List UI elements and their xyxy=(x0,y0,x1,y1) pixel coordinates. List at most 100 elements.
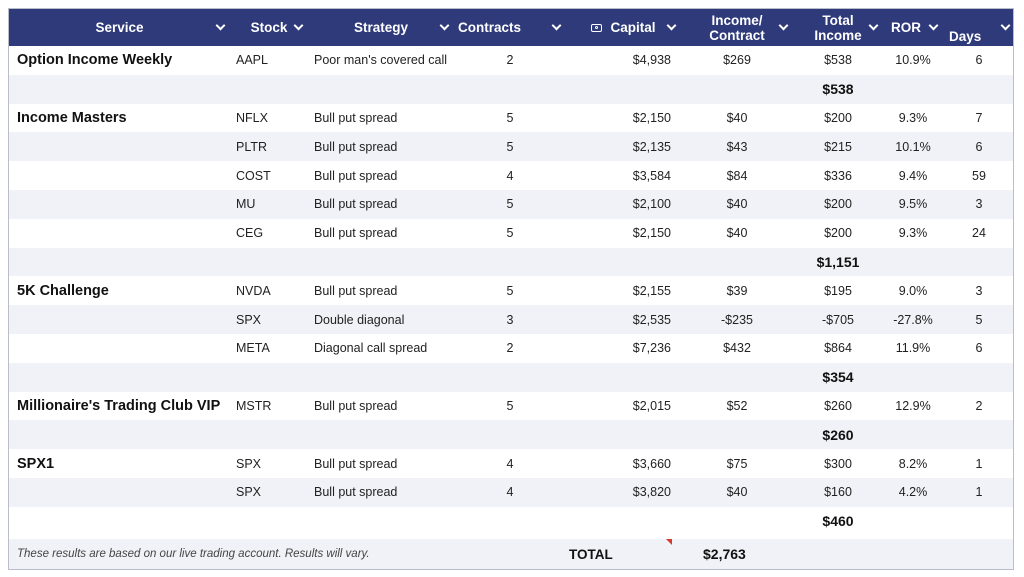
capital-cell: $2,535 xyxy=(632,312,671,327)
header-income-contract[interactable]: Income/Contract xyxy=(681,9,793,46)
income-contract-cell: $432 xyxy=(723,341,751,356)
strategy-cell: Diagonal call spread xyxy=(314,341,428,356)
total-income-cell: $200 xyxy=(824,197,852,212)
days-cell: 1 xyxy=(975,456,983,471)
header-capital[interactable]: Capital xyxy=(566,9,681,46)
contracts-cell: 5 xyxy=(506,139,514,154)
table-row: 5K Challenge NVDA Bull put spread 5 $2,1… xyxy=(9,276,1013,306)
header-capital-label: Capital xyxy=(610,20,656,35)
ror-cell: 9.3% xyxy=(898,110,928,125)
total-income-cell: $215 xyxy=(824,139,852,154)
table-footer: These results are based on our live trad… xyxy=(9,539,1013,569)
ror-cell: -27.8% xyxy=(893,312,933,327)
table-row: COST Bull put spread 4 $3,584 $84 $336 9… xyxy=(9,161,1013,190)
contracts-cell: 4 xyxy=(506,168,514,183)
days-cell: 2 xyxy=(975,398,983,413)
days-cell: 6 xyxy=(975,139,983,154)
contracts-cell: 5 xyxy=(506,398,514,413)
table-row: SPX Double diagonal 3 $2,535 -$235 -$705… xyxy=(9,305,1013,334)
days-cell: 5 xyxy=(975,312,983,327)
ror-cell: 4.2% xyxy=(898,485,928,500)
header-total-income-line1: Total xyxy=(822,12,854,28)
header-stock-label: Stock xyxy=(250,20,288,35)
total-income-cell: $864 xyxy=(824,341,852,356)
header-days-label: Days xyxy=(949,29,982,44)
income-contract-cell: -$235 xyxy=(721,312,753,327)
strategy-cell: Poor man's covered call xyxy=(314,53,448,68)
total-income-cell: $336 xyxy=(824,168,852,183)
strategy-cell: Bull put spread xyxy=(314,283,398,298)
income-contract-cell: $43 xyxy=(726,139,748,154)
days-cell: 3 xyxy=(975,197,983,212)
capital-cell: $4,938 xyxy=(632,53,671,68)
header-stock[interactable]: Stock xyxy=(230,9,308,46)
cell-note-marker[interactable] xyxy=(666,539,672,545)
ror-cell: 8.2% xyxy=(898,456,928,471)
total-income-cell: $195 xyxy=(824,283,852,298)
ror-cell: 9.3% xyxy=(898,226,928,241)
header-total-income[interactable]: Total Income xyxy=(793,9,883,46)
contracts-cell: 5 xyxy=(506,283,514,298)
ror-cell: 9.5% xyxy=(898,197,928,212)
stock-cell: META xyxy=(236,341,270,356)
header-ror[interactable]: ROR xyxy=(883,9,943,46)
days-cell: 1 xyxy=(975,485,983,500)
header-income-contract-line2: Contract xyxy=(709,27,765,43)
table-row: META Diagonal call spread 2 $7,236 $432 … xyxy=(9,333,1013,363)
header-days[interactable]: Days xyxy=(943,9,1013,46)
days-cell: 6 xyxy=(975,53,983,68)
table-row: CEG Bull put spread 5 $2,150 $40 $200 9.… xyxy=(9,218,1013,248)
table-row: SPX Bull put spread 4 $3,820 $40 $160 4.… xyxy=(9,477,1013,507)
income-contract-cell: $40 xyxy=(726,110,748,125)
income-contract-cell: $269 xyxy=(723,53,751,68)
contracts-cell: 5 xyxy=(506,197,514,212)
capital-cell: $3,820 xyxy=(632,485,671,500)
service-name: Option Income Weekly xyxy=(17,52,173,69)
header-contracts[interactable]: Contracts xyxy=(454,9,566,46)
header-service-label: Service xyxy=(95,20,144,35)
income-contract-cell: $39 xyxy=(726,283,748,298)
ror-cell: 10.1% xyxy=(895,139,931,154)
header-row: Service Stock Strategy Contracts Capital… xyxy=(9,9,1013,46)
total-income-cell: $200 xyxy=(824,226,852,241)
subtotal-value: $1,151 xyxy=(816,253,860,270)
contracts-cell: 5 xyxy=(506,110,514,125)
income-contract-cell: $84 xyxy=(726,168,748,183)
service-name: SPX1 xyxy=(17,455,55,472)
service-name: Income Masters xyxy=(17,109,127,126)
subtotal-value: $538 xyxy=(822,81,854,98)
ror-cell: 11.9% xyxy=(895,341,931,356)
header-strategy[interactable]: Strategy xyxy=(308,9,454,46)
header-service[interactable]: Service xyxy=(9,9,230,46)
header-ror-label: ROR xyxy=(891,20,921,35)
subtotal-value: $260 xyxy=(822,426,854,443)
strategy-cell: Bull put spread xyxy=(314,110,398,125)
contracts-cell: 5 xyxy=(506,226,514,241)
capital-cell: $2,135 xyxy=(632,139,671,154)
capital-cell: $3,584 xyxy=(632,168,671,183)
income-contract-cell: $52 xyxy=(726,398,748,413)
strategy-cell: Bull put spread xyxy=(314,168,398,183)
contracts-cell: 2 xyxy=(506,341,514,356)
income-contract-cell: $40 xyxy=(726,197,748,212)
stock-cell: MU xyxy=(236,197,256,212)
total-income-cell: -$705 xyxy=(822,312,854,327)
contracts-cell: 4 xyxy=(506,485,514,500)
stock-cell: AAPL xyxy=(236,53,268,68)
days-cell: 24 xyxy=(972,226,986,241)
strategy-cell: Bull put spread xyxy=(314,398,398,413)
capital-cell: $2,150 xyxy=(632,110,671,125)
grand-total-label: TOTAL xyxy=(569,546,613,562)
service-name: 5K Challenge xyxy=(17,282,109,299)
subtotal-row: $354 xyxy=(9,362,1013,392)
days-cell: 3 xyxy=(975,283,983,298)
grand-total-value: $2,763 xyxy=(703,546,746,562)
header-total-income-line2: Income xyxy=(814,27,862,43)
subtotal-value: $460 xyxy=(822,513,854,530)
header-contracts-label: Contracts xyxy=(458,20,522,35)
capital-cell: $2,015 xyxy=(632,398,671,413)
stock-cell: SPX xyxy=(236,485,262,500)
stock-cell: SPX xyxy=(236,312,262,327)
stock-cell: COST xyxy=(236,168,271,183)
table-row: MU Bull put spread 5 $2,100 $40 $200 9.5… xyxy=(9,189,1013,219)
